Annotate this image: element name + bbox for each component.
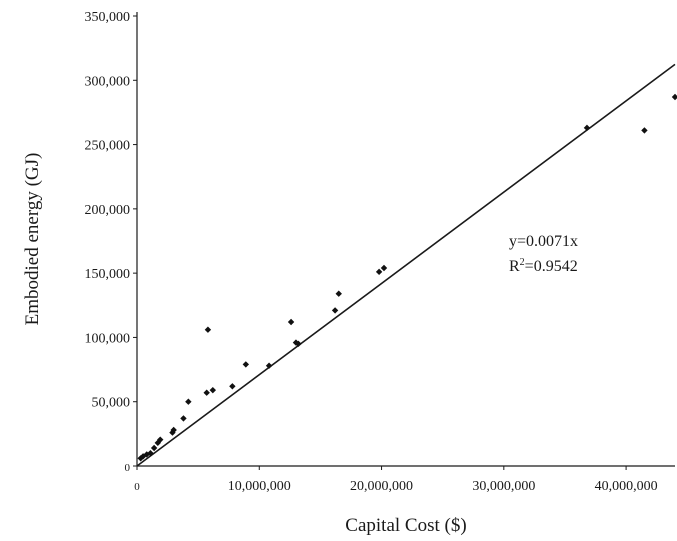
data-point [335, 290, 342, 297]
x-tick-label: 10,000,000 [228, 479, 291, 494]
x-tick-label: 40,000,000 [595, 479, 658, 494]
data-point [204, 326, 212, 333]
r-squared-superscript: 2 [520, 257, 525, 268]
data-point [157, 436, 164, 443]
y-axis: 0 50,000 100,000 150,000 200,000 250,000 300,0… [85, 10, 138, 474]
data-point [185, 398, 192, 405]
data-point [331, 307, 339, 314]
data-point [287, 318, 295, 326]
x-axis: 0 10,000,000 20,000,000 30,000,000 40,000,00… [134, 465, 675, 494]
y-axis-title: Embodied energy (GJ) [22, 153, 43, 326]
trend-line [136, 63, 676, 467]
data-point [375, 268, 383, 276]
y-tick-label: 150,000 [85, 267, 131, 282]
data-point [170, 426, 177, 434]
y-tick-label: 250,000 [85, 139, 131, 154]
r-squared-value: =0.9542 [525, 258, 578, 275]
y-tick-label: 350,000 [85, 10, 131, 25]
y-tick-label: 300,000 [85, 74, 131, 89]
data-point [583, 124, 591, 132]
x-tick-label: 30,000,000 [472, 479, 535, 494]
data-point [229, 383, 236, 390]
r-squared-prefix: R [509, 258, 520, 275]
x-tick-label: 0 [134, 481, 140, 493]
data-point [295, 340, 302, 348]
data-point [209, 386, 217, 394]
x-tick-label: 20,000,000 [350, 479, 413, 494]
y-tick-label: 100,000 [85, 331, 131, 346]
r-squared-label: R2=0.9542 [509, 257, 578, 275]
data-point [380, 264, 388, 272]
y-tick-label: 0 [125, 462, 131, 474]
y-tick-label: 200,000 [85, 203, 131, 218]
data-point [180, 415, 187, 422]
data-point [242, 361, 250, 368]
data-point [671, 93, 677, 101]
data-point [147, 449, 154, 457]
y-tick-group: 0 50,000 100,000 150,000 200,000 250,000 300,0… [85, 10, 137, 474]
equation-label: y=0.0071x [509, 233, 578, 250]
data-point [641, 127, 648, 134]
x-axis-title: Capital Cost ($) [345, 515, 466, 536]
y-tick-label: 50,000 [92, 396, 131, 411]
data-point [203, 389, 210, 396]
data-points [137, 93, 677, 462]
x-tick-group: 0 10,000,000 20,000,000 30,000,000 40,000,00… [134, 466, 658, 494]
data-point [265, 362, 273, 369]
data-point [150, 444, 158, 452]
